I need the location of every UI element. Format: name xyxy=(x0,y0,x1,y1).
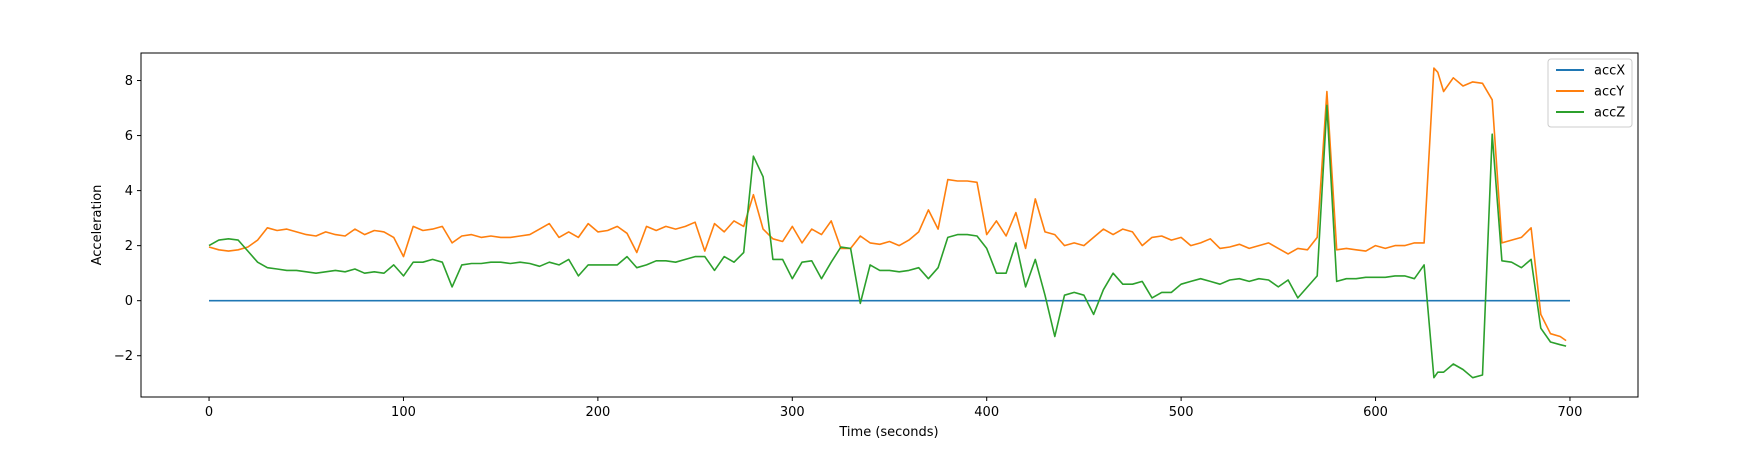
y-tick-label: 0 xyxy=(125,294,133,309)
x-tick-label: 100 xyxy=(391,405,416,420)
x-tick-label: 700 xyxy=(1558,405,1583,420)
x-tick-label: 200 xyxy=(585,405,610,420)
x-tick-label: 500 xyxy=(1169,405,1194,420)
y-tick-label: 4 xyxy=(125,184,133,199)
plot-frame xyxy=(140,52,1639,398)
y-ticks: −2 0 2 4 6 8 xyxy=(114,74,141,364)
legend-box xyxy=(1547,58,1633,128)
x-tick-label: 400 xyxy=(974,405,999,420)
y-axis-label: Acceleration xyxy=(90,185,105,266)
plot-area xyxy=(141,53,1638,397)
legend: accX accY accZ xyxy=(1547,58,1633,128)
y-tick-label: 6 xyxy=(125,129,133,144)
legend-label-accY: accY xyxy=(1594,85,1624,100)
x-ticks: 0 100 200 300 400 500 600 700 xyxy=(205,397,1582,420)
legend-label-accZ: accZ xyxy=(1594,106,1625,121)
x-tick-label: 600 xyxy=(1363,405,1388,420)
y-tick-label: 2 xyxy=(125,239,133,254)
series-layer xyxy=(208,67,1570,379)
series-line-accY xyxy=(208,67,1567,342)
series-line-accZ xyxy=(208,104,1567,379)
y-tick-label: −2 xyxy=(114,349,133,364)
y-tick-label: 8 xyxy=(125,74,133,89)
legend-label-accX: accX xyxy=(1594,64,1625,79)
x-axis-label: Time (seconds) xyxy=(838,425,938,440)
x-tick-label: 0 xyxy=(205,405,213,420)
x-tick-label: 300 xyxy=(780,405,805,420)
